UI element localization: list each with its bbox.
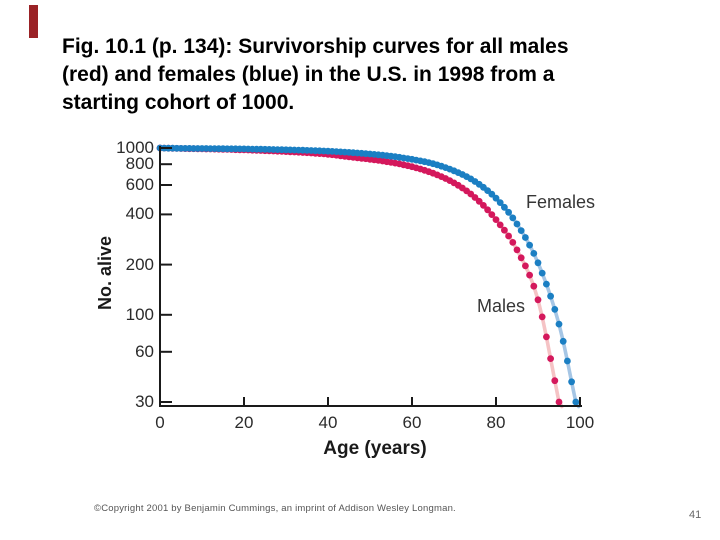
males-data-point	[488, 211, 496, 219]
males-data-point	[475, 197, 483, 205]
x-axis-title: Age (years)	[323, 438, 427, 459]
females-data-point	[564, 357, 571, 365]
females-data-point	[522, 234, 529, 241]
females-data-point	[555, 320, 563, 328]
males-data-point	[496, 221, 504, 229]
y-tick-label: 100	[125, 305, 154, 324]
copyright-text: ©Copyright 2001 by Benjamin Cummings, an…	[94, 503, 456, 514]
males-data-point	[484, 206, 491, 214]
males-data-point	[513, 246, 521, 254]
x-tick-label: 80	[486, 413, 506, 432]
x-tick-label: 0	[155, 413, 165, 432]
curves-layer	[156, 144, 581, 409]
females-data-point	[559, 337, 567, 345]
males-data-point	[555, 398, 563, 406]
y-tick-label: 30	[135, 392, 154, 411]
females-data-point	[543, 280, 550, 288]
males-data-point	[492, 216, 500, 224]
females-data-point	[547, 292, 554, 300]
males-data-point	[538, 313, 546, 321]
males-data-point	[551, 377, 559, 385]
x-tick-label: 100	[565, 413, 595, 432]
males-data-point	[543, 333, 550, 341]
y-tick-label: 200	[125, 255, 154, 274]
females-data-point	[551, 306, 559, 313]
females-data-point	[492, 194, 500, 202]
y-tick-label: 800	[125, 154, 154, 173]
y-tick-label: 600	[125, 175, 154, 194]
x-tick-label: 40	[318, 413, 338, 432]
y-axis-title: No. alive	[95, 235, 115, 311]
females-series-label: Females	[526, 192, 596, 212]
females-data-point	[501, 203, 508, 211]
males-data-point	[530, 282, 538, 290]
females-data-point	[517, 227, 525, 235]
x-tick-label: 60	[402, 413, 422, 432]
axes-layer	[159, 146, 582, 407]
y-tick-label: 60	[135, 342, 154, 361]
figure-caption-line-1: Fig. 10.1 (p. 134): Survivorship curves …	[62, 35, 569, 58]
accent-bar	[29, 5, 38, 38]
females-data-point	[538, 269, 546, 277]
females-data-point	[496, 199, 504, 207]
males-series-label: Males	[477, 296, 526, 316]
males-data-point	[505, 232, 512, 240]
males-data-point	[509, 239, 517, 246]
females-curve-line	[158, 146, 581, 409]
females-data-point	[530, 250, 538, 257]
figure-caption-line-3: starting cohort of 1000.	[62, 91, 295, 114]
page-number: 41	[689, 509, 702, 521]
females-data-point	[568, 378, 575, 386]
y-tick-label: 400	[125, 204, 154, 223]
x-tick-label: 20	[234, 413, 254, 432]
figure-caption: Fig. 10.1 (p. 134): Survivorship curves …	[62, 33, 662, 117]
males-data-point	[547, 355, 554, 362]
females-data-point	[526, 241, 533, 249]
females-data-point	[505, 208, 512, 216]
figure-caption-line-2: (red) and females (blue) in the U.S. in …	[62, 63, 555, 86]
females-data-point	[534, 259, 542, 267]
males-data-point	[534, 296, 542, 304]
males-data-point	[480, 202, 487, 209]
males-data-point	[517, 254, 525, 262]
females-data-point	[572, 398, 580, 406]
females-data-point	[513, 220, 521, 228]
males-data-point	[526, 271, 533, 279]
males-curve-line	[158, 146, 564, 409]
males-data-point	[522, 262, 529, 270]
y-tick-label: 1000	[116, 138, 154, 157]
females-data-point	[509, 214, 517, 222]
males-data-point	[501, 226, 508, 234]
axis-lines	[159, 146, 582, 407]
